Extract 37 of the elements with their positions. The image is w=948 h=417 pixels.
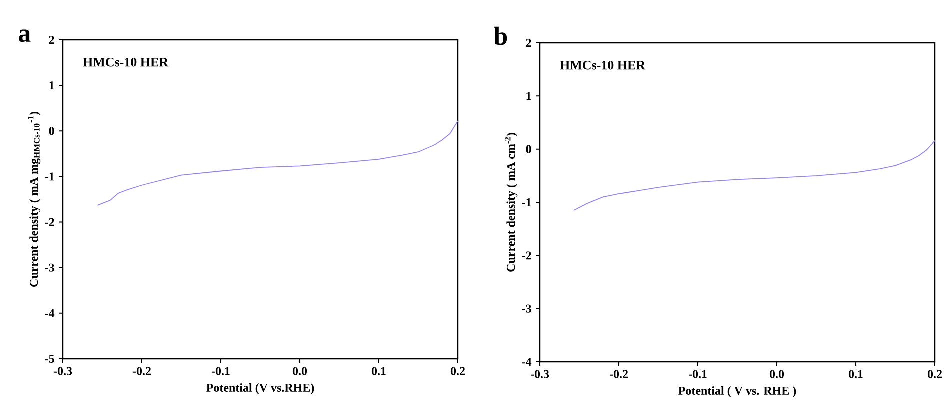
y-tick-label: 2 [526, 39, 532, 47]
y-tick-label: -1 [522, 198, 532, 206]
y-tick-label: -2 [522, 252, 532, 260]
y-axis-title: Current density ( mA mg$_{HMCs-10}$$^{-1}$) [28, 112, 41, 287]
y-tick-label: 0 [49, 127, 54, 136]
x-axis-title: Potential ( V vs. RHE ) [678, 386, 796, 398]
x-tick-label: 0.0 [292, 367, 308, 376]
y-tick-label: 1 [50, 82, 54, 90]
line-series [574, 140, 936, 211]
x-tick-label: -0.1 [212, 367, 230, 376]
y-axis-title: Current density ( mA cm$^{-2}$) [505, 133, 518, 272]
x-tick-label: 0.1 [372, 367, 386, 376]
x-tick-label: -0.3 [54, 367, 72, 376]
x-tick-label: 0.0 [770, 370, 784, 378]
x-tick-label: 0.2 [928, 370, 942, 378]
y-tick-label: -4 [45, 309, 55, 318]
y-tick-label: 2 [49, 36, 54, 44]
y-tick-label: -4 [522, 358, 532, 366]
line-series [97, 120, 458, 206]
x-tick-label: 0.2 [450, 367, 465, 376]
chart-title: a [18, 30, 31, 42]
x-axis-title: Potential (V vs.RHE) [206, 384, 314, 394]
y-tick-label: -3 [45, 264, 54, 272]
chart-title: b [494, 26, 508, 46]
x-tick-label: -0.2 [132, 367, 151, 376]
x-tick-label: -0.1 [688, 370, 707, 378]
annotation: HMCs-10 HER [83, 58, 169, 67]
x-tick-label: -0.3 [530, 370, 550, 378]
y-tick-label: 0 [526, 145, 532, 154]
y-tick-label: 1 [526, 92, 532, 100]
annotation: HMCs-10 HER [560, 60, 646, 70]
y-tick-label: -5 [45, 355, 54, 363]
y-tick-label: -2 [45, 218, 54, 226]
x-tick-label: -0.2 [610, 370, 628, 378]
y-tick-label: -1 [45, 172, 54, 181]
y-tick-label: -3 [522, 304, 532, 313]
x-tick-label: 0.1 [848, 370, 863, 378]
